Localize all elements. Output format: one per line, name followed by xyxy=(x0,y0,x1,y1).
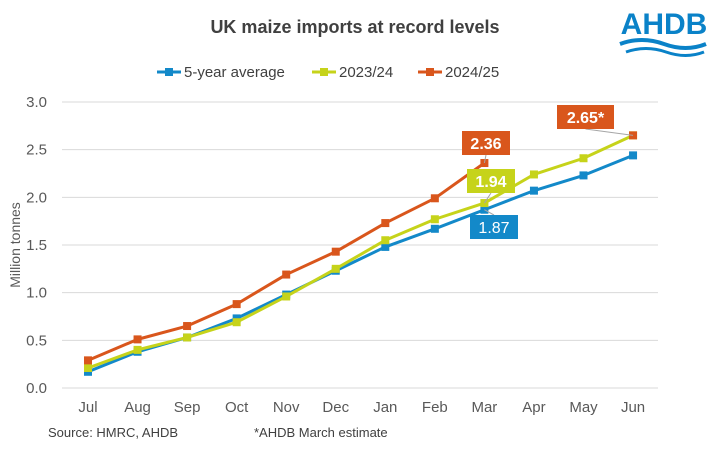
x-tick-label: Jul xyxy=(78,399,97,416)
data-label: 2.65* xyxy=(557,105,634,136)
leader-line xyxy=(484,209,495,216)
data-point xyxy=(529,170,538,179)
x-tick-label: Apr xyxy=(522,399,545,416)
data-label-box xyxy=(467,169,515,193)
data-point xyxy=(282,292,291,301)
data-point xyxy=(84,356,92,365)
data-label-box xyxy=(462,131,510,155)
chart-title: UK maize imports at record levels xyxy=(210,17,499,37)
y-tick-label: 2.5 xyxy=(26,142,47,159)
data-label-text: 1.94 xyxy=(475,174,506,191)
data-point xyxy=(232,300,241,309)
y-axis-label: Million tonnes xyxy=(7,202,23,288)
legend-item: 2024/25 xyxy=(418,64,499,81)
data-label-box xyxy=(557,105,614,129)
series-line xyxy=(87,134,634,370)
data-label-text: 2.65* xyxy=(567,110,605,127)
y-tick-label: 1.0 xyxy=(26,285,47,302)
data-point xyxy=(183,333,192,342)
data-point xyxy=(331,264,340,273)
x-tick-label: Dec xyxy=(322,399,349,416)
leader-line xyxy=(483,154,487,164)
data-point xyxy=(430,215,439,224)
logo-wave-icon xyxy=(619,38,707,50)
x-tick-label: Jun xyxy=(621,399,645,416)
data-point xyxy=(381,236,390,245)
x-tick-label: Aug xyxy=(124,399,151,416)
data-point xyxy=(629,151,638,160)
leader-line xyxy=(483,192,492,204)
data-label: 1.87 xyxy=(470,209,518,239)
data-point xyxy=(133,335,142,344)
legend-item: 5-year average xyxy=(157,64,285,81)
x-tick-label: Nov xyxy=(273,399,300,416)
y-tick-label: 1.5 xyxy=(26,237,47,254)
data-point xyxy=(133,345,142,354)
data-point xyxy=(529,186,538,195)
legend-label: 5-year average xyxy=(184,64,285,81)
data-point xyxy=(84,363,92,372)
series-1 xyxy=(84,131,638,372)
x-tick-label: Mar xyxy=(471,399,497,416)
logo-text: AHDB xyxy=(621,8,708,41)
legend-item: 2023/24 xyxy=(312,64,393,81)
data-point xyxy=(331,247,340,256)
series-line xyxy=(87,153,634,374)
data-point xyxy=(381,242,390,251)
logo-wave-icon xyxy=(625,47,705,57)
logo: AHDB xyxy=(619,8,708,57)
y-tick-label: 0.0 xyxy=(26,380,47,397)
data-point xyxy=(430,224,439,233)
x-tick-label: May xyxy=(569,399,598,416)
data-point xyxy=(232,318,241,327)
data-point xyxy=(183,322,192,331)
legend-label: 2023/24 xyxy=(339,64,393,81)
data-point xyxy=(381,219,390,228)
data-label: 1.94 xyxy=(467,169,515,204)
y-tick-label: 3.0 xyxy=(26,94,47,111)
estimate-note: *AHDB March estimate xyxy=(254,425,388,440)
y-tick-label: 0.5 xyxy=(26,332,47,349)
leader-line xyxy=(585,128,634,136)
data-point xyxy=(282,270,291,279)
legend-marker xyxy=(165,68,173,76)
data-point xyxy=(430,194,439,203)
legend-marker xyxy=(426,68,434,76)
legend-marker xyxy=(320,68,328,76)
x-tick-label: Jan xyxy=(373,399,397,416)
x-tick-label: Oct xyxy=(225,399,249,416)
y-tick-label: 2.0 xyxy=(26,189,47,206)
data-point xyxy=(579,154,588,163)
data-label-box xyxy=(470,215,518,239)
legend-label: 2024/25 xyxy=(445,64,499,81)
data-label-text: 1.87 xyxy=(478,220,509,237)
x-tick-label: Feb xyxy=(422,399,448,416)
data-label-text: 2.36 xyxy=(470,136,501,153)
data-label: 2.36 xyxy=(462,131,510,164)
x-tick-label: Sep xyxy=(174,399,201,416)
source-note: Source: HMRC, AHDB xyxy=(48,425,178,440)
data-point xyxy=(579,171,588,180)
